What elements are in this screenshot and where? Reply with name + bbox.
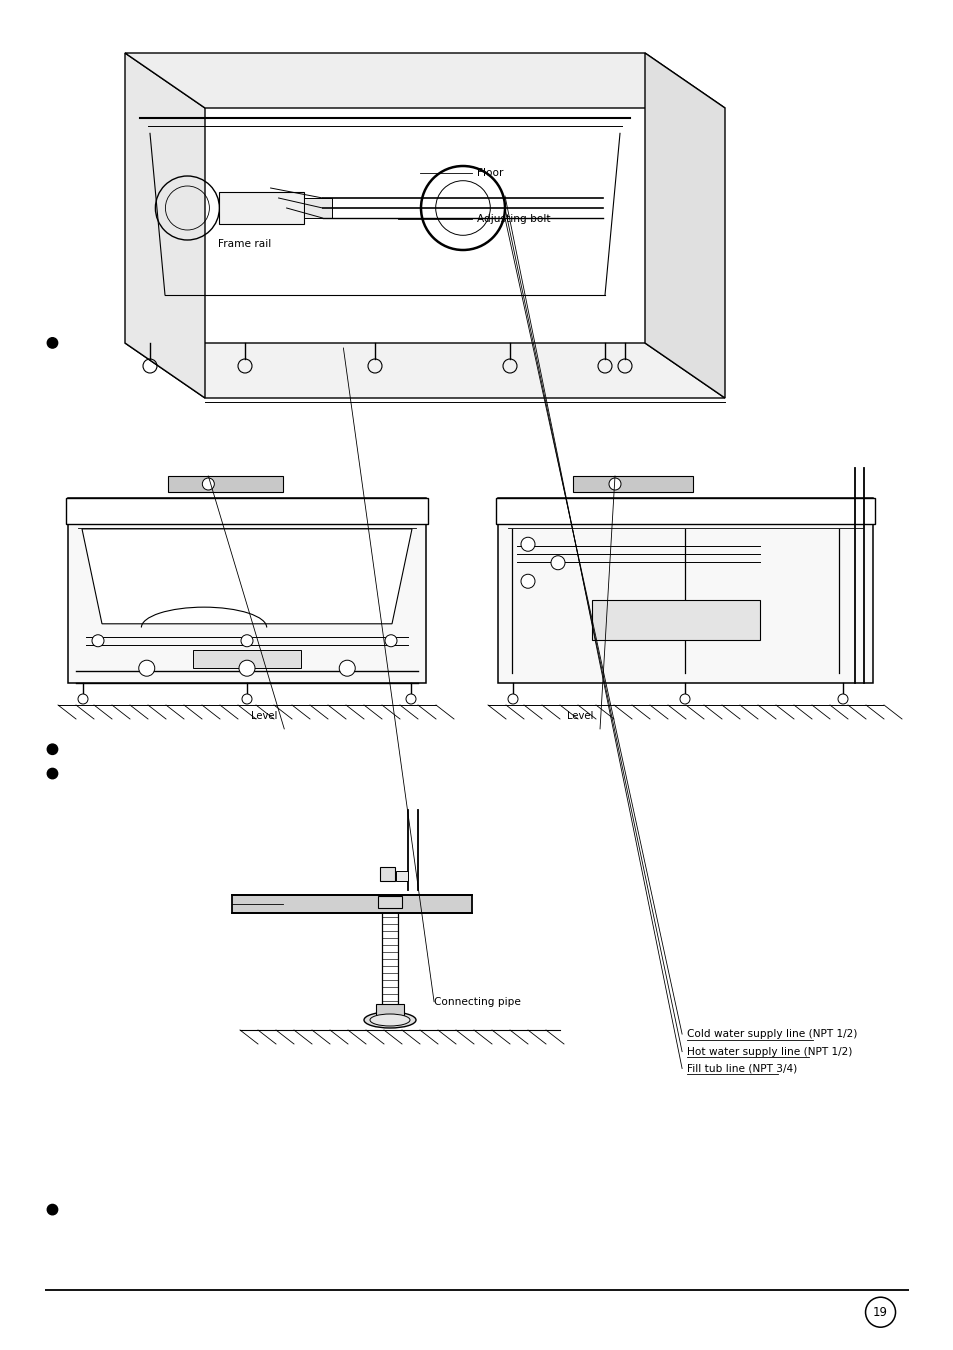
Bar	[66, 498, 428, 524]
Circle shape	[78, 694, 88, 703]
Bar	[193, 649, 300, 668]
Polygon shape	[125, 53, 205, 398]
Bar	[379, 867, 395, 882]
Text: Fill tub line (NPT 3/4): Fill tub line (NPT 3/4)	[686, 1064, 797, 1073]
Bar	[232, 895, 472, 913]
Bar	[377, 896, 401, 909]
Text: Level: Level	[251, 711, 277, 721]
Text: Frame rail: Frame rail	[217, 239, 271, 250]
Ellipse shape	[370, 1014, 410, 1026]
Bar	[168, 477, 282, 491]
Bar	[573, 477, 692, 491]
Bar	[375, 1004, 403, 1022]
Text: Floor: Floor	[476, 167, 503, 178]
Circle shape	[385, 634, 396, 647]
Ellipse shape	[364, 1012, 416, 1027]
Circle shape	[239, 660, 254, 676]
Circle shape	[48, 338, 57, 348]
Circle shape	[520, 537, 535, 551]
Circle shape	[48, 744, 57, 755]
Circle shape	[48, 1204, 57, 1215]
Bar	[496, 498, 874, 524]
Circle shape	[202, 478, 214, 490]
Bar	[219, 192, 304, 224]
Bar	[591, 599, 760, 640]
Text: 19: 19	[872, 1305, 887, 1319]
Circle shape	[241, 634, 253, 647]
Circle shape	[138, 660, 154, 676]
Circle shape	[837, 694, 847, 703]
Circle shape	[91, 634, 104, 647]
Text: Cold water supply line (NPT 1/2): Cold water supply line (NPT 1/2)	[686, 1029, 857, 1040]
Polygon shape	[644, 53, 724, 398]
Circle shape	[551, 556, 564, 570]
Polygon shape	[82, 529, 412, 624]
Text: Adjusting bolt: Adjusting bolt	[476, 213, 550, 224]
Bar	[68, 498, 426, 683]
Circle shape	[608, 478, 620, 490]
Circle shape	[406, 694, 416, 703]
Circle shape	[507, 694, 517, 703]
Polygon shape	[125, 53, 724, 108]
Circle shape	[48, 768, 57, 779]
Circle shape	[679, 694, 689, 703]
Text: Hot water supply line (NPT 1/2): Hot water supply line (NPT 1/2)	[686, 1046, 851, 1057]
Text: Level: Level	[566, 711, 593, 721]
Bar	[497, 498, 872, 683]
Circle shape	[242, 694, 252, 703]
Circle shape	[520, 574, 535, 589]
Circle shape	[339, 660, 355, 676]
Polygon shape	[125, 343, 724, 398]
Bar	[395, 871, 408, 882]
Bar	[304, 198, 332, 217]
Text: Connecting pipe: Connecting pipe	[434, 996, 520, 1007]
